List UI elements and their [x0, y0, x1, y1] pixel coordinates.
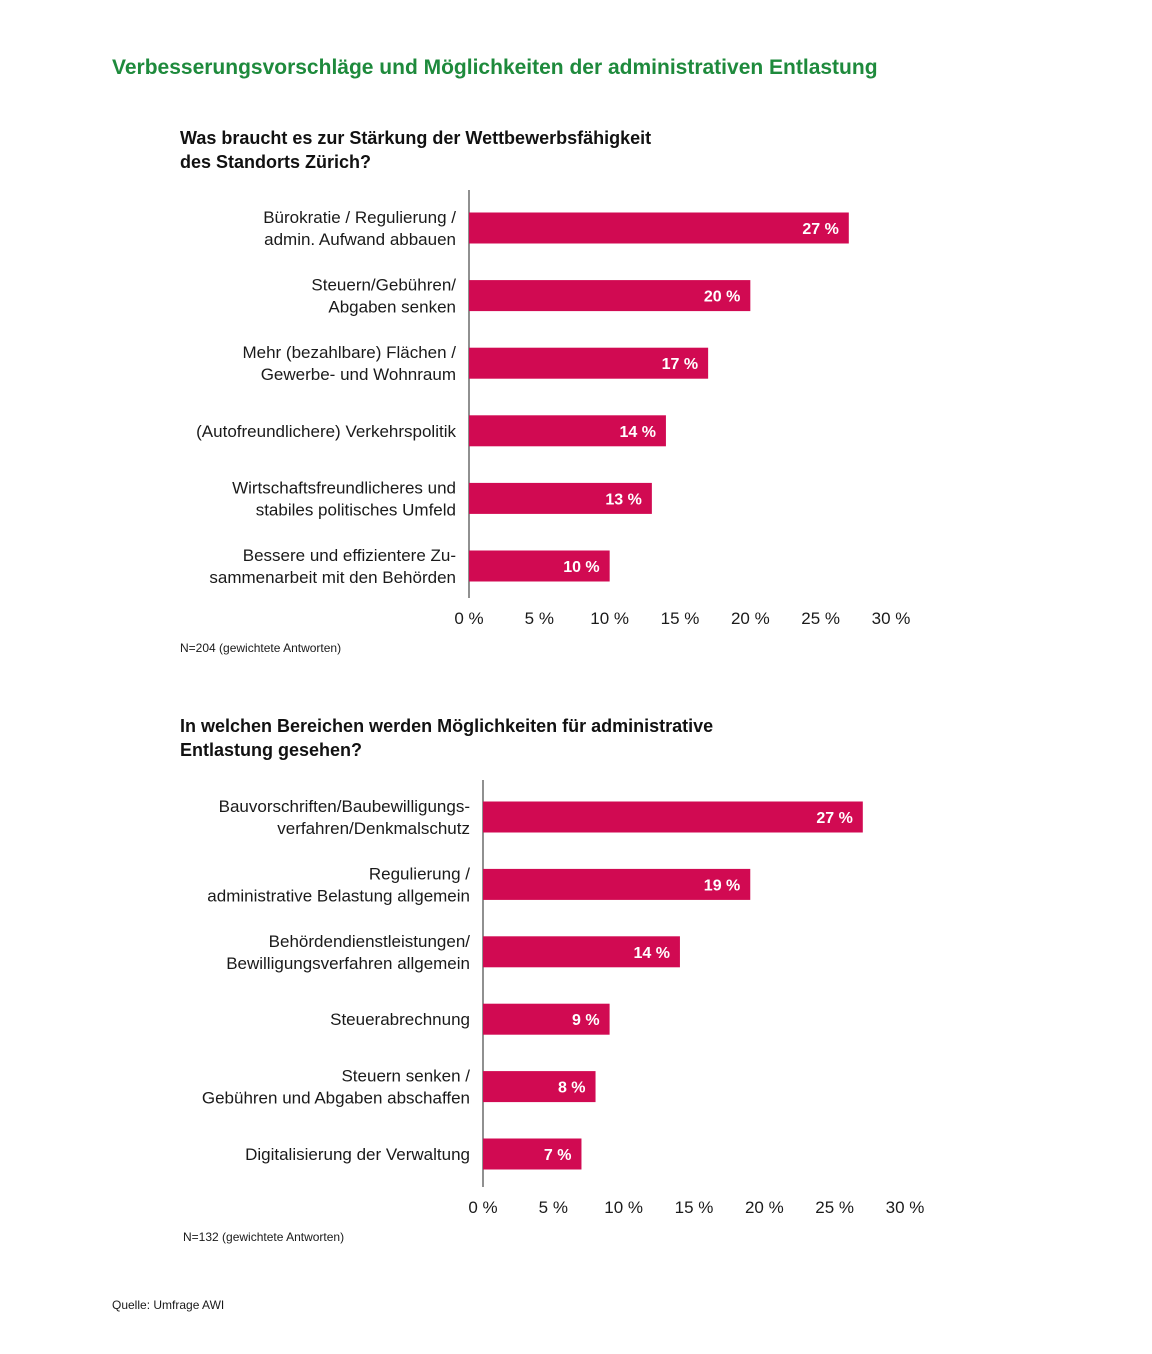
chart-1-category-label-1-line-1: Bürokratie / Regulierung /	[263, 208, 456, 227]
chart-2-category-label-6-line-1: Digitalisierung der Verwaltung	[245, 1145, 470, 1164]
chart-1-x-tick-label-2: 5 %	[525, 609, 554, 628]
chart-1-x-tick-label-5: 20 %	[731, 609, 770, 628]
chart-1-category-label-4-line-1: (Autofreundlichere) Verkehrspolitik	[196, 422, 456, 441]
chart-1-bar-value-1: 27 %	[802, 221, 838, 238]
chart-2-category-label-4-line-1: Steuerabrechnung	[330, 1010, 470, 1029]
chart-2-bar-value-2: 19 %	[704, 877, 740, 894]
chart-1-x-tick-label-3: 10 %	[590, 609, 629, 628]
chart-2-bar-5	[483, 1071, 596, 1103]
chart-2-x-tick-label-3: 10 %	[604, 1198, 643, 1217]
chart-2-title-line-2: Entlastung gesehen?	[180, 740, 363, 760]
chart-1-category-label-2-line-2: Abgaben senken	[328, 298, 456, 317]
chart-2-bar-1	[483, 801, 863, 833]
chart-1-title-line-1: Was braucht es zur Stärkung der Wettbewe…	[180, 128, 652, 148]
chart-2-x-tick-label-1: 0 %	[468, 1198, 497, 1217]
chart-1-category-label-6-line-1: Bessere und effizientere Zu-	[243, 546, 456, 565]
chart-2-bar-value-4: 9 %	[572, 1012, 600, 1029]
chart-2-title-line-1: In welchen Bereichen werden Möglichkeite…	[180, 716, 714, 736]
chart-2-x-tick-label-2: 5 %	[539, 1198, 568, 1217]
chart-2-title: In welchen Bereichen werden Möglichkeite…	[180, 714, 900, 762]
chart-2-x-tick-label-7: 30 %	[886, 1198, 925, 1217]
chart-1-bar-chart: 27 % Bürokratie / Regulierung / admin. Auf…	[196, 190, 911, 628]
chart-2-category-label-2-line-1: Regulierung /	[369, 864, 470, 883]
chart-1-category-label-6-line-2: sammenarbeit mit den Behörden	[209, 568, 456, 587]
chart-1-bar-value-2: 20 %	[704, 289, 740, 306]
chart-2-sample-note: N=132 (gewichtete Antworten)	[183, 1230, 345, 1244]
chart-1-bar-value-3: 17 %	[662, 356, 698, 373]
chart-1-bar-value-6: 10 %	[563, 559, 599, 576]
chart-1-category-label-5-line-1: Wirtschaftsfreundlicheres und	[232, 478, 456, 497]
chart-1-x-tick-label-4: 15 %	[661, 609, 700, 628]
chart-2-category-label-5-line-2: Gebühren und Abgaben abschaffen	[202, 1089, 470, 1108]
chart-1-bar-value-4: 14 %	[619, 424, 655, 441]
chart-1-category-label-3-line-2: Gewerbe- und Wohnraum	[261, 365, 456, 384]
chart-1-category-label-1-line-2: admin. Aufwand abbauen	[264, 230, 456, 249]
chart-1-sample-note: N=204 (gewichtete Antworten)	[180, 641, 342, 655]
chart-1-bar-5	[469, 482, 652, 514]
chart-2-bar-3	[483, 936, 680, 968]
chart-1-bar-2	[469, 280, 751, 312]
chart-2-bar-value-6: 7 %	[544, 1147, 572, 1164]
chart-2-bar-value-1: 27 %	[816, 810, 852, 827]
chart-2-bar-chart: 27 % Bauvorschriften/Baubewilligungs-verf…	[202, 780, 925, 1217]
chart-1-x-tick-label-6: 25 %	[801, 609, 840, 628]
source-note: Quelle: Umfrage AWI	[112, 1298, 225, 1312]
page-title: Verbesserungsvorschläge und Möglichkeite…	[112, 56, 878, 79]
chart-1-bar-3	[469, 347, 709, 379]
chart-2-x-tick-label-4: 15 %	[675, 1198, 714, 1217]
chart-1-title: Was braucht es zur Stärkung der Wettbewe…	[180, 126, 900, 174]
chart-2-bar-2	[483, 868, 751, 900]
chart-1-category-label-3-line-1: Mehr (bezahlbare) Flächen /	[242, 343, 456, 362]
chart-1-bar-4	[469, 415, 666, 447]
chart-2-bar-6	[483, 1138, 582, 1170]
chart-1-x-tick-label-7: 30 %	[872, 609, 911, 628]
chart-2-bar-value-3: 14 %	[633, 945, 669, 962]
chart-1-title-line-2: des Standorts Zürich?	[180, 152, 372, 172]
chart-2-category-label-1-line-2: verfahren/Denkmalschutz	[277, 819, 470, 838]
chart-1-bar-value-5: 13 %	[605, 491, 641, 508]
chart-2-bar-value-5: 8 %	[558, 1080, 586, 1097]
chart-2-category-label-5-line-1: Steuern senken /	[341, 1067, 470, 1086]
chart-2-x-tick-label-5: 20 %	[745, 1198, 784, 1217]
chart-2-category-label-3-line-1: Behördendienstleistungen/	[269, 932, 471, 951]
chart-1-category-label-5-line-2: stabiles politisches Umfeld	[256, 500, 456, 519]
chart-1-category-label-2-line-1: Steuern/Gebühren/	[311, 276, 456, 295]
chart-1-x-tick-label-1: 0 %	[454, 609, 483, 628]
chart-1-bar-1	[469, 212, 849, 244]
chart-2-category-label-1-line-1: Bauvorschriften/Baubewilligungs-	[219, 797, 470, 816]
chart-2-bar-4	[483, 1003, 610, 1035]
chart-1-bar-6	[469, 550, 610, 582]
chart-2-category-label-3-line-2: Bewilligungsverfahren allgemein	[226, 954, 470, 973]
chart-2-category-label-2-line-2: administrative Belastung allgemein	[207, 886, 470, 905]
chart-2-x-tick-label-6: 25 %	[815, 1198, 854, 1217]
